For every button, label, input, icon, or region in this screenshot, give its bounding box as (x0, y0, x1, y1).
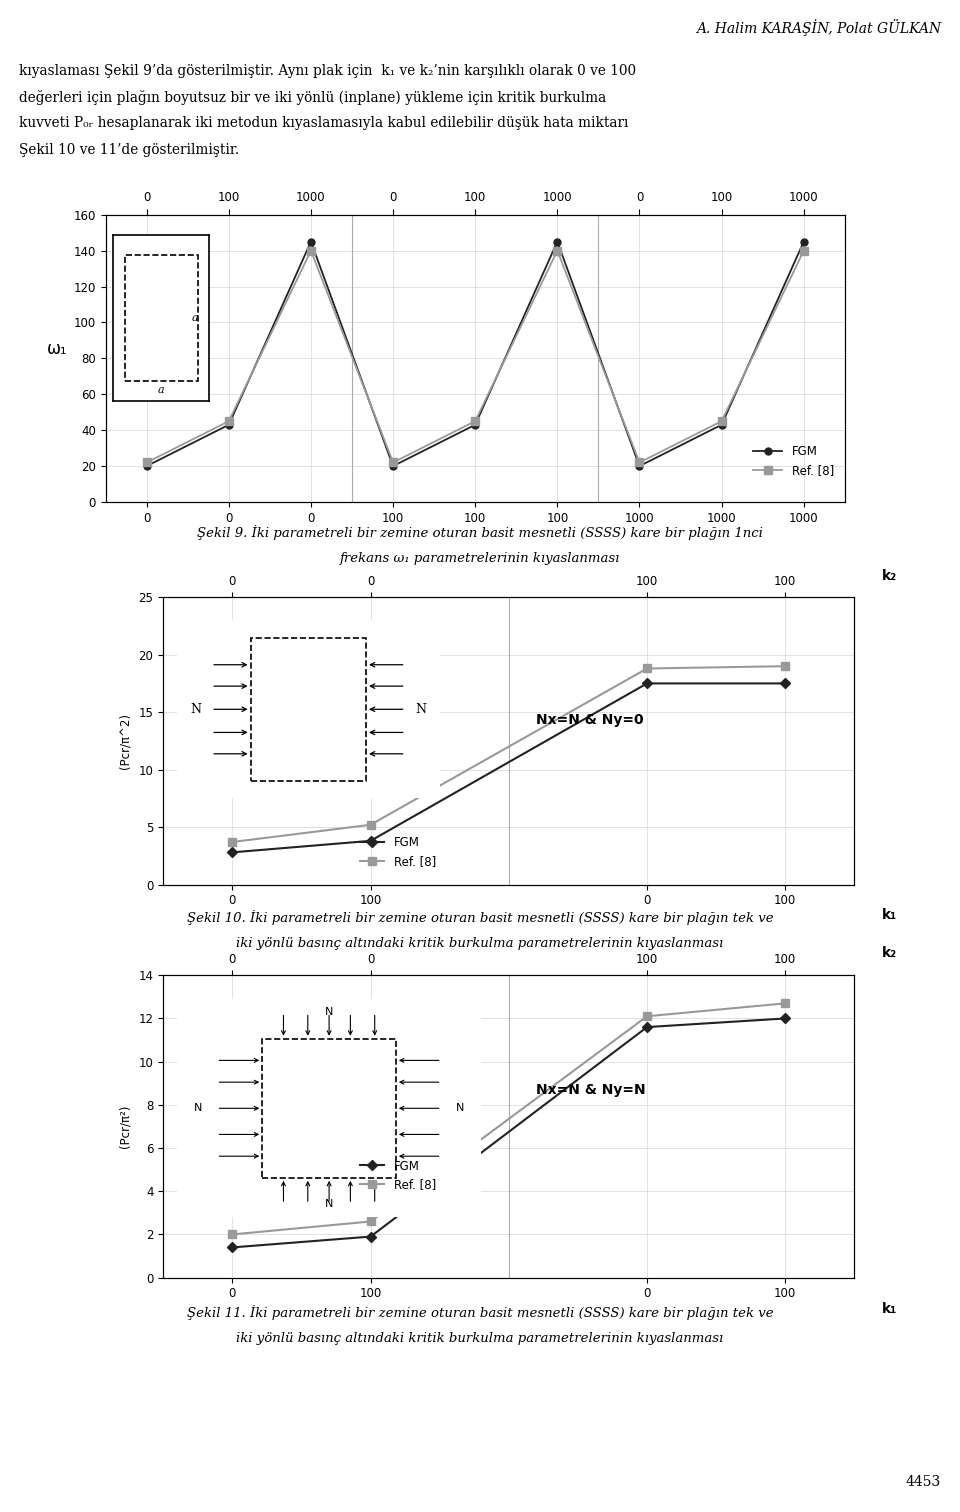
Text: k₂: k₂ (882, 947, 898, 960)
Line: Ref. [8]: Ref. [8] (142, 246, 808, 467)
Line: Ref. [8]: Ref. [8] (228, 662, 789, 847)
FGM (223, 416, 234, 434)
FGM (798, 233, 809, 251)
Text: Şekil 10 ve 11’de gösterilmiştir.: Şekil 10 ve 11’de gösterilmiştir. (19, 144, 239, 157)
Text: iki yönlü basınç altındaki kritik burkulma parametrelerinin kıyaslanması: iki yönlü basınç altındaki kritik burkul… (236, 937, 724, 951)
Ref. [8] (641, 659, 653, 677)
Legend: FGM, Ref. [8]: FGM, Ref. [8] (356, 832, 441, 872)
Text: kuvveti P₀ᵣ hesaplanarak iki metodun kıyaslamasıyla kabul edilebilir düşük hata : kuvveti P₀ᵣ hesaplanarak iki metodun kıy… (19, 116, 629, 130)
Legend: FGM, Ref. [8]: FGM, Ref. [8] (748, 440, 839, 482)
Ref. [8] (780, 995, 791, 1013)
Ref. [8] (223, 413, 234, 431)
Ref. [8] (798, 242, 809, 260)
Line: FGM: FGM (228, 1015, 789, 1250)
FGM (227, 844, 238, 862)
FGM (227, 1238, 238, 1256)
FGM (780, 1010, 791, 1028)
Text: frekans ω₁ parametrelerinin kıyaslanması: frekans ω₁ parametrelerinin kıyaslanması (340, 552, 620, 565)
FGM (365, 1228, 376, 1246)
Text: kıyaslaması Şekil 9’da gösterilmiştir. Aynı plak için  k₁ ve k₂’nin karşılıklı o: kıyaslaması Şekil 9’da gösterilmiştir. A… (19, 64, 636, 77)
Ref. [8] (305, 242, 317, 260)
Text: Şekil 9. İki parametreli bir zemine oturan basit mesnetli (SSSS) kare bir plağın: Şekil 9. İki parametreli bir zemine otur… (197, 525, 763, 540)
FGM (780, 674, 791, 692)
Text: Şekil 10. İki parametreli bir zemine oturan basit mesnetli (SSSS) kare bir plağı: Şekil 10. İki parametreli bir zemine otu… (186, 910, 774, 925)
Ref. [8] (716, 413, 728, 431)
Ref. [8] (227, 1225, 238, 1243)
Text: k₁: k₁ (882, 907, 898, 921)
Text: Nx=N & Ny=0: Nx=N & Ny=0 (537, 712, 644, 727)
Text: iki yönlü basınç altındaki kritik burkulma parametrelerinin kıyaslanması: iki yönlü basınç altındaki kritik burkul… (236, 1332, 724, 1346)
Ref. [8] (387, 454, 398, 472)
Y-axis label: (Pcr/π²): (Pcr/π²) (118, 1105, 132, 1148)
FGM (305, 233, 317, 251)
FGM (141, 457, 153, 475)
Ref. [8] (365, 1213, 376, 1231)
Line: FGM: FGM (143, 239, 807, 470)
Ref. [8] (227, 833, 238, 851)
Ref. [8] (641, 1007, 653, 1025)
FGM (469, 416, 481, 434)
Ref. [8] (365, 815, 376, 833)
Text: değerleri için plağın boyutsuz bir ve iki yönlü (inplane) yükleme için kritik bu: değerleri için plağın boyutsuz bir ve ik… (19, 91, 607, 104)
Text: Nx=N & Ny=N: Nx=N & Ny=N (537, 1083, 646, 1098)
FGM (552, 233, 564, 251)
Ref. [8] (469, 413, 481, 431)
FGM (634, 457, 645, 475)
Ref. [8] (780, 658, 791, 676)
Ref. [8] (552, 242, 564, 260)
Text: A. Halim KARAŞİN, Polat GÜLKAN: A. Halim KARAŞİN, Polat GÜLKAN (696, 18, 941, 36)
Text: k₂: k₂ (882, 569, 898, 584)
Text: k₁: k₁ (882, 1302, 898, 1315)
Y-axis label: (Pcr/π^2): (Pcr/π^2) (119, 712, 132, 770)
Line: FGM: FGM (228, 680, 789, 856)
Ref. [8] (141, 454, 153, 472)
Ref. [8] (634, 454, 645, 472)
Legend: FGM, Ref. [8]: FGM, Ref. [8] (356, 1155, 441, 1196)
FGM (387, 457, 398, 475)
FGM (641, 674, 653, 692)
Text: Şekil 11. İki parametreli bir zemine oturan basit mesnetli (SSSS) kare bir plağı: Şekil 11. İki parametreli bir zemine otu… (186, 1305, 774, 1320)
FGM (716, 416, 728, 434)
FGM (641, 1018, 653, 1036)
FGM (365, 832, 376, 850)
Line: Ref. [8]: Ref. [8] (228, 999, 789, 1238)
Y-axis label: ω₁: ω₁ (47, 340, 68, 358)
Text: 4453: 4453 (905, 1476, 941, 1489)
